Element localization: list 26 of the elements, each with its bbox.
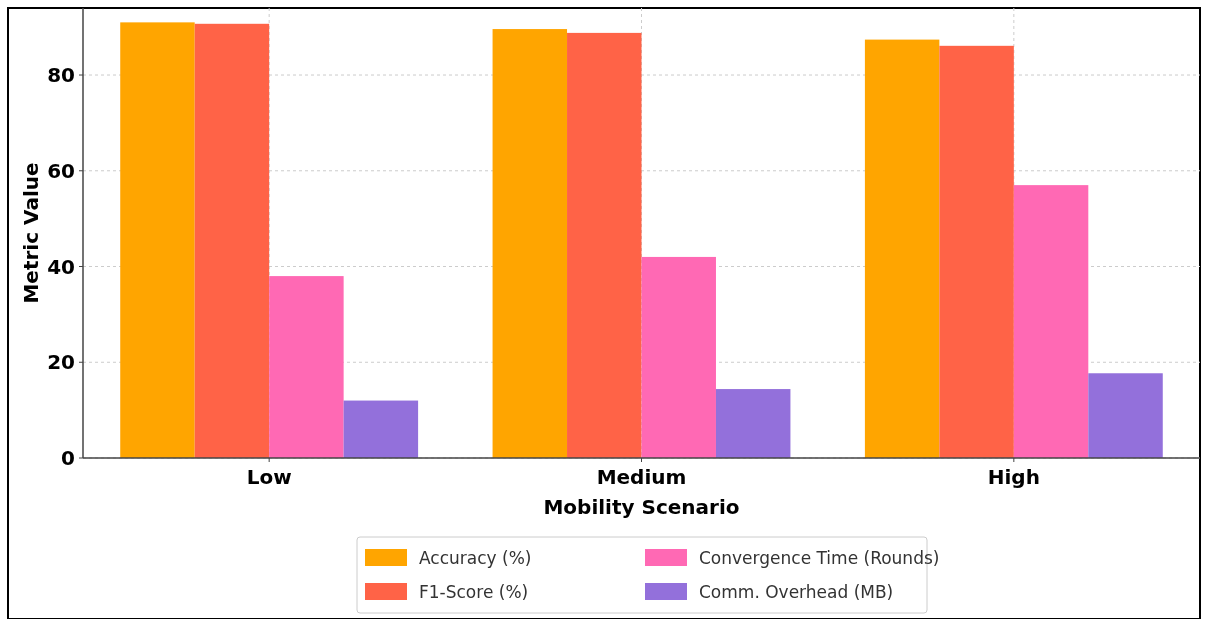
x-tick-label: Medium	[596, 465, 687, 489]
y-tick-label: 20	[47, 350, 75, 375]
bar	[269, 276, 344, 458]
bar	[1088, 373, 1163, 458]
bar	[1013, 185, 1089, 458]
y-tick-label: 0	[61, 446, 75, 470]
y-tick-label: 80	[47, 63, 75, 88]
y-tick-label: 60	[47, 158, 75, 183]
legend-label: F1-Score (%)	[419, 581, 529, 602]
bar	[343, 400, 419, 458]
x-tick-label: High	[987, 465, 1040, 489]
bar	[715, 389, 791, 458]
y-tick-label: 40	[47, 254, 75, 279]
bar	[492, 29, 568, 458]
bar	[641, 256, 716, 458]
x-axis-title: Mobility Scenario	[543, 495, 740, 519]
legend-label: Comm. Overhead (MB)	[699, 581, 894, 602]
legend-label: Convergence Time (Rounds)	[699, 547, 940, 568]
bar	[864, 39, 940, 458]
legend-label: Accuracy (%)	[419, 547, 532, 568]
y-axis-title: Metric Value	[19, 162, 43, 304]
bar	[194, 23, 270, 458]
bar	[939, 45, 1014, 458]
bar	[567, 32, 642, 458]
x-tick-label: Low	[246, 465, 292, 489]
bar	[120, 22, 195, 458]
